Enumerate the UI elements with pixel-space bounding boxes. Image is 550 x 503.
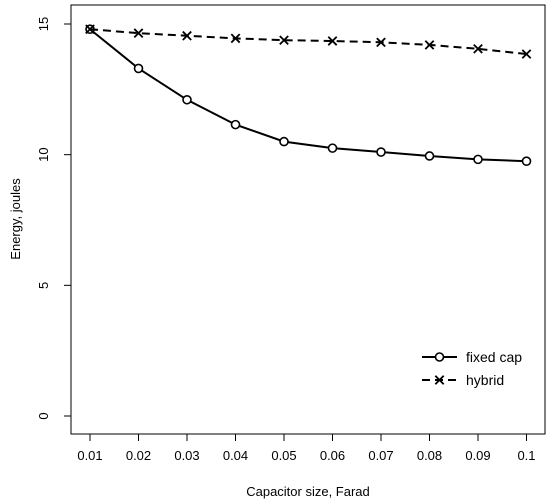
point-circle — [521, 156, 532, 166]
point-circle — [473, 154, 483, 165]
legend: fixed cap hybrid — [422, 349, 522, 388]
cross-stroke — [424, 40, 435, 50]
x-tick-label: 0.09 — [465, 448, 490, 463]
point-cross — [521, 49, 532, 59]
x-tick-label: 0.06 — [320, 448, 345, 463]
x-tick-label: 0.04 — [223, 448, 248, 463]
point-cross — [327, 36, 338, 46]
x-axis-title: Capacitor size, Farad — [246, 484, 370, 499]
series-line — [89, 28, 527, 163]
point-circle — [434, 352, 445, 362]
x-axis: 0.01 0.02 0.03 0.04 0.05 0.06 0.07 0.08 0.09 0.1 — [77, 434, 536, 463]
point-cross — [473, 43, 483, 54]
x-tick-label: 0.03 — [174, 448, 199, 463]
y-axis-title: Energy, joules — [8, 178, 23, 260]
cross-stroke — [85, 24, 95, 35]
legend-label: hybrid — [466, 372, 504, 388]
x-tick-label: 0.08 — [417, 448, 442, 463]
legend-item: hybrid — [422, 372, 504, 388]
y-tick-label: 10 — [36, 147, 51, 161]
point-cross — [434, 375, 445, 385]
point-circle — [424, 151, 435, 161]
point-cross — [133, 28, 144, 38]
point-circle — [182, 94, 192, 105]
point-cross — [85, 24, 95, 35]
legend-item: fixed cap — [422, 349, 522, 365]
cross-stroke — [133, 28, 144, 38]
plot-frame — [70, 4, 546, 435]
cross-stroke — [434, 375, 445, 385]
cross-stroke — [279, 35, 289, 46]
y-axis: 0 5 10 15 — [36, 17, 71, 420]
x-tick-label: 0.01 — [77, 448, 102, 463]
y-tick-label: 0 — [36, 412, 51, 419]
cross-stroke — [521, 49, 532, 59]
point-cross — [424, 40, 435, 50]
y-tick-label: 15 — [36, 17, 51, 31]
x-tick-label: 0.05 — [271, 448, 296, 463]
cross-stroke — [230, 33, 241, 44]
point-circle — [327, 143, 338, 153]
point-cross — [279, 35, 289, 46]
series-fixed-cap — [85, 24, 532, 166]
series-line — [89, 28, 527, 56]
point-circle — [133, 63, 144, 74]
x-tick-label: 0.1 — [517, 448, 535, 463]
point-cross — [230, 33, 241, 44]
x-tick-label: 0.07 — [368, 448, 393, 463]
cross-stroke — [376, 37, 386, 48]
cross-stroke — [327, 36, 338, 46]
cross-stroke — [473, 43, 483, 54]
point-circle — [279, 136, 289, 147]
series-layer — [85, 24, 532, 166]
y-tick-label: 5 — [36, 282, 51, 289]
point-cross — [182, 30, 192, 41]
x-tick-label: 0.02 — [126, 448, 151, 463]
point-circle — [230, 119, 241, 130]
legend-label: fixed cap — [466, 349, 522, 365]
point-circle — [376, 147, 386, 157]
cross-stroke — [182, 30, 192, 41]
point-cross — [376, 37, 386, 48]
series-hybrid — [85, 24, 532, 59]
